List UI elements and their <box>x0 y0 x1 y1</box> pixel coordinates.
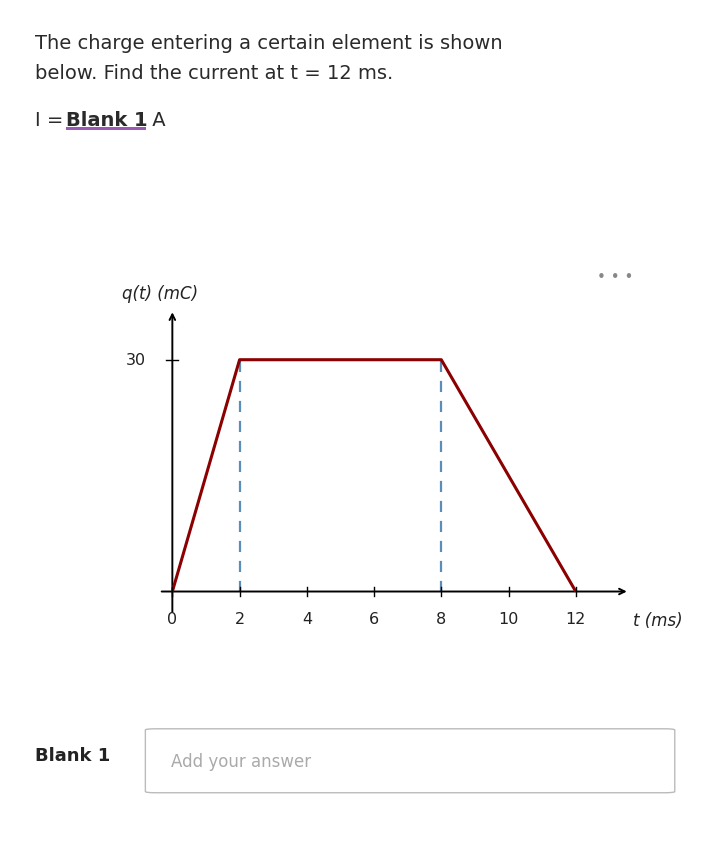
FancyBboxPatch shape <box>146 729 674 792</box>
Text: Blank 1: Blank 1 <box>35 746 110 764</box>
Text: 2: 2 <box>235 611 245 626</box>
Text: below. Find the current at t = 12 ms.: below. Find the current at t = 12 ms. <box>35 64 394 83</box>
Text: 4: 4 <box>302 611 312 626</box>
Text: • • •: • • • <box>597 270 633 285</box>
Text: A: A <box>146 111 166 130</box>
Text: 6: 6 <box>369 611 379 626</box>
Text: t (ms): t (ms) <box>633 611 682 630</box>
Text: 30: 30 <box>125 353 146 368</box>
Text: I =: I = <box>35 111 70 130</box>
Text: Add your answer: Add your answer <box>171 751 311 770</box>
Text: The charge entering a certain element is shown: The charge entering a certain element is… <box>35 34 503 53</box>
Text: Blank 1: Blank 1 <box>66 111 148 130</box>
Text: 8: 8 <box>436 611 446 626</box>
Text: q(t) (mC): q(t) (mC) <box>122 284 198 303</box>
Text: 0: 0 <box>168 611 177 626</box>
Text: 10: 10 <box>498 611 519 626</box>
Text: 12: 12 <box>566 611 586 626</box>
